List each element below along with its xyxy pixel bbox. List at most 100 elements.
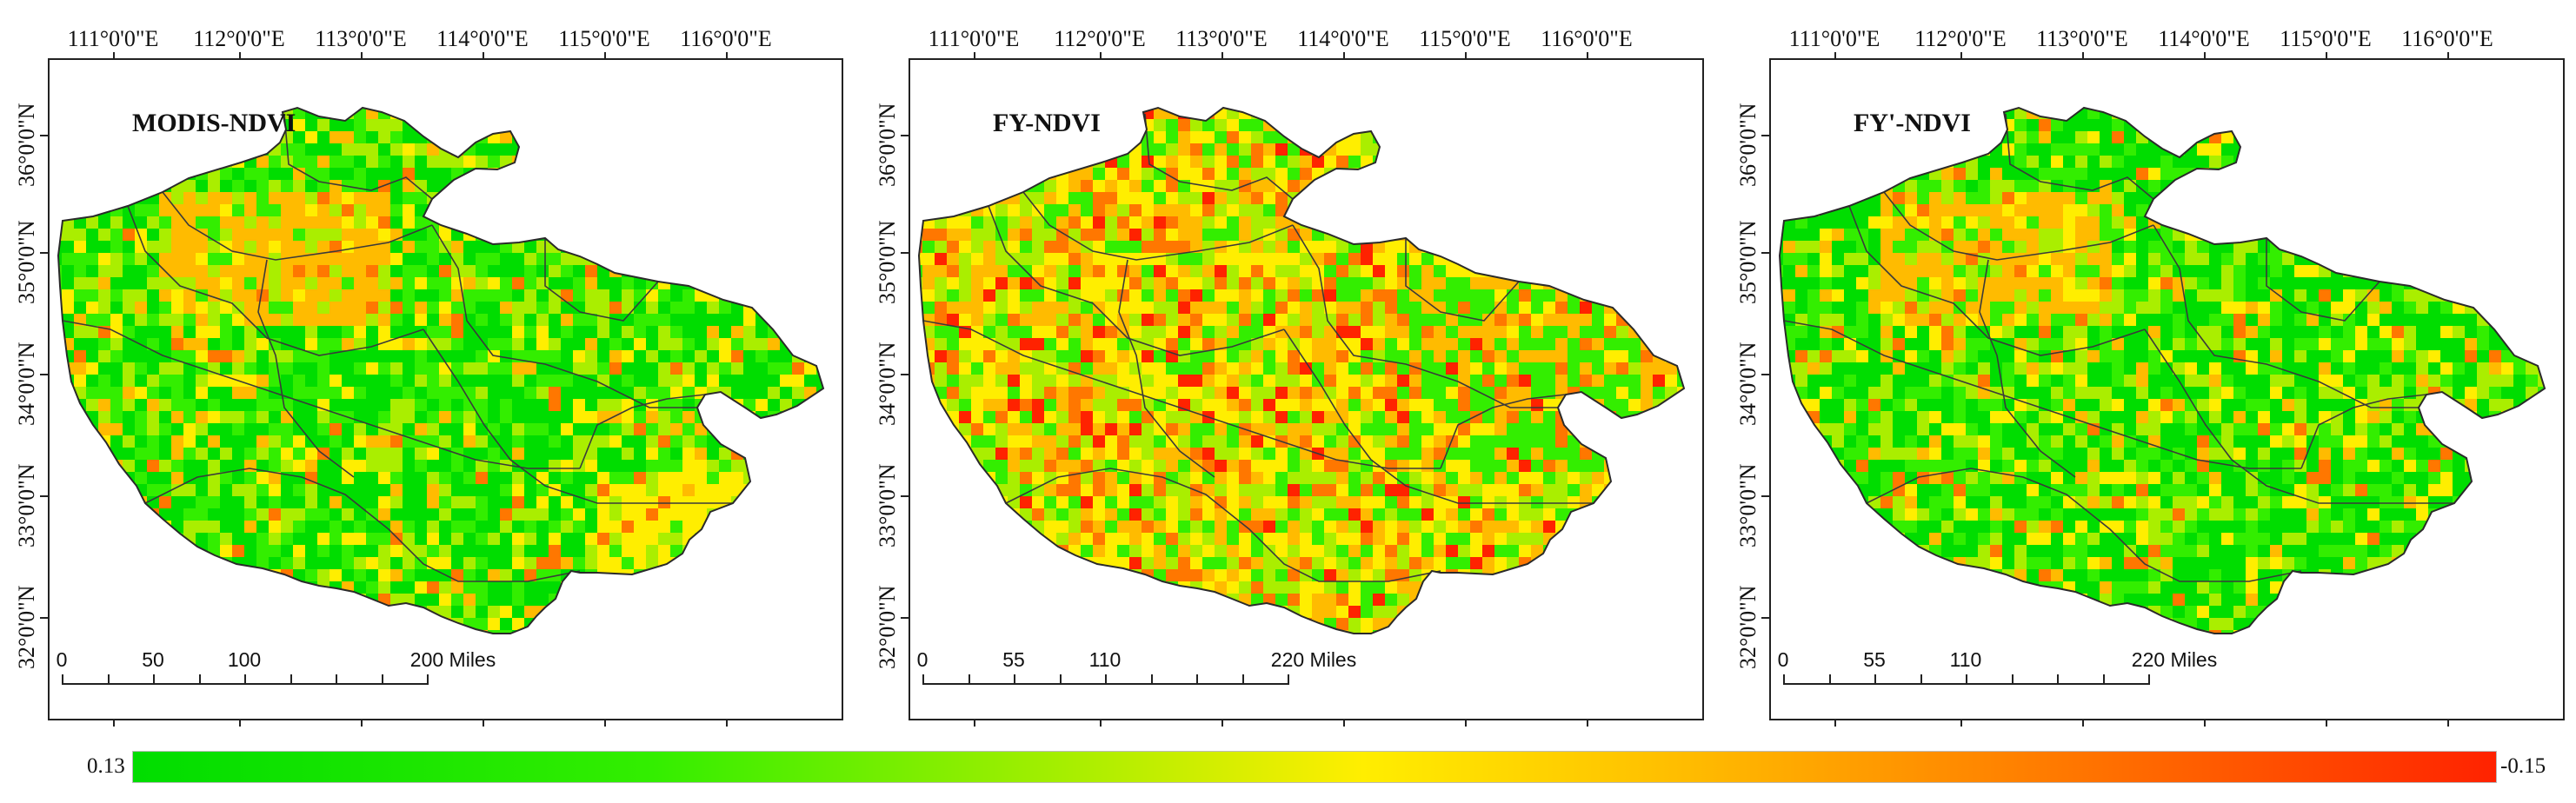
ndvi-cell (634, 411, 646, 423)
ndvi-cell (463, 496, 476, 508)
ndvi-cell (159, 326, 171, 338)
ndvi-cell (780, 618, 792, 630)
ndvi-cell (123, 557, 135, 569)
ndvi-cell (670, 350, 682, 362)
ndvi-cell (1580, 375, 1592, 387)
ndvi-cell (597, 594, 609, 606)
ndvi-cell (959, 289, 971, 302)
ndvi-cell (1227, 399, 1239, 411)
ndvi-cell (1056, 350, 1068, 362)
ndvi-cell (1032, 253, 1044, 265)
ndvi-cell (1555, 326, 1568, 338)
ndvi-cell (147, 216, 159, 229)
ndvi-cell (792, 302, 804, 314)
ndvi-cell (342, 131, 354, 143)
ndvi-cell (646, 581, 658, 594)
ndvi-cell (1190, 95, 1202, 107)
ndvi-cell (183, 423, 196, 435)
ndvi-cell (256, 569, 269, 581)
ndvi-cell (1348, 338, 1361, 350)
ndvi-cell (1202, 314, 1215, 326)
ndvi-cell (342, 143, 354, 156)
ndvi-cell (755, 277, 768, 289)
ndvi-cell (62, 448, 74, 460)
ndvi-cell (1202, 326, 1215, 338)
ndvi-cell (329, 435, 342, 448)
ndvi-cell (378, 496, 390, 508)
ndvi-cell (609, 618, 622, 630)
ndvi-cell (1434, 143, 1446, 156)
ndvi-cell (731, 265, 743, 277)
ndvi-cell (86, 338, 98, 350)
ndvi-cell (707, 95, 719, 107)
ndvi-cell (922, 253, 935, 265)
ndvi-cell (755, 253, 768, 265)
ndvi-cell (1543, 362, 1555, 375)
ndvi-cell (1348, 229, 1361, 241)
ndvi-cell (463, 350, 476, 362)
ndvi-cell (1361, 326, 1373, 338)
ndvi-cell (62, 192, 74, 204)
ndvi-cell (959, 180, 971, 192)
ndvi-cell (512, 375, 524, 387)
ndvi-cell (147, 594, 159, 606)
ndvi-cell (1446, 302, 1458, 314)
ndvi-cell (1385, 241, 1397, 253)
ndvi-cell (1446, 265, 1458, 277)
ndvi-cell (646, 521, 658, 533)
ndvi-cell (731, 338, 743, 350)
ndvi-cell (1154, 156, 1166, 168)
ndvi-cell (1409, 350, 1421, 362)
ndvi-cell (500, 289, 512, 302)
ndvi-cell (719, 667, 731, 679)
ndvi-cell (58, 180, 62, 192)
ndvi-cell (995, 180, 1008, 192)
ndvi-cell (743, 521, 755, 533)
ndvi-cell (329, 545, 342, 557)
ndvi-cell (1239, 362, 1251, 375)
ndvi-cell (110, 289, 123, 302)
ndvi-cell (1494, 180, 1507, 192)
ndvi-cell (1300, 338, 1312, 350)
ndvi-cell (1421, 289, 1434, 302)
ndvi-cell (536, 95, 549, 107)
ndvi-cell (1008, 338, 1020, 350)
ndvi-cell (524, 108, 536, 119)
ndvi-cell (1592, 108, 1604, 119)
ndvi-cell (62, 472, 74, 484)
ndvi-cell (488, 204, 500, 216)
ndvi-cell (208, 326, 220, 338)
ndvi-cell (281, 350, 293, 362)
ndvi-cell (780, 204, 792, 216)
ndvi-cell (731, 411, 743, 423)
ndvi-cell (1178, 314, 1190, 326)
ndvi-cell (1263, 180, 1275, 192)
ndvi-cell (719, 326, 731, 338)
ndvi-cell (1689, 289, 1701, 302)
ndvi-cell (220, 472, 232, 484)
ndvi-cell (366, 399, 378, 411)
ndvi-cell (98, 265, 110, 277)
ndvi-cell (62, 253, 74, 265)
ndvi-cell (670, 533, 682, 545)
latitude-tick (40, 252, 49, 254)
ndvi-cell (597, 326, 609, 338)
ndvi-cell (135, 411, 147, 423)
ndvi-cell (342, 216, 354, 229)
ndvi-cell (816, 375, 823, 387)
ndvi-cell (74, 508, 86, 521)
ndvi-cell (220, 192, 232, 204)
ndvi-cell (86, 435, 98, 448)
ndvi-cell (1494, 156, 1507, 168)
ndvi-cell (1507, 180, 1519, 192)
ndvi-cell (58, 387, 62, 399)
ndvi-cell (1142, 216, 1154, 229)
ndvi-cell (816, 108, 823, 119)
ndvi-cell (98, 350, 110, 362)
ndvi-cell (439, 253, 451, 265)
ndvi-cell (695, 618, 707, 630)
ndvi-cell (1458, 119, 1470, 131)
ndvi-cell (1555, 131, 1568, 143)
ndvi-cell (110, 496, 123, 508)
ndvi-cell (342, 630, 354, 634)
